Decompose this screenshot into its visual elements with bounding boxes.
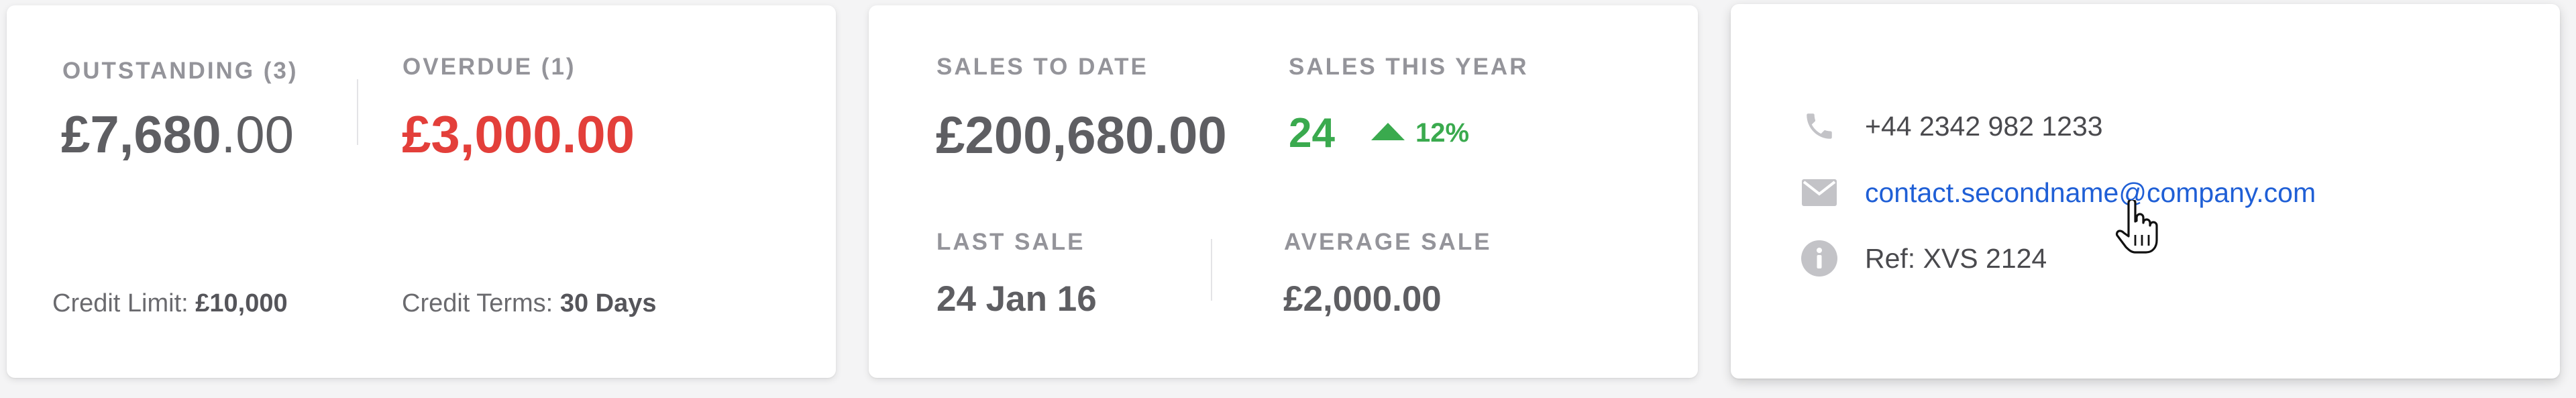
sales-to-date-value: £200,680.00: [936, 105, 1227, 164]
credit-terms-label: Credit Terms:: [402, 289, 553, 317]
average-sale-value: £2,000.00: [1283, 279, 1442, 319]
phone-link[interactable]: +44 2342 982 1233: [1865, 110, 2103, 142]
outstanding-amount-decimals: .00: [221, 105, 294, 164]
overdue-amount: £3,000.00: [402, 105, 635, 164]
average-sale-label: AVERAGE SALE: [1284, 229, 1492, 255]
reference-row: Ref: XVS 2124: [1801, 240, 2047, 277]
phone-icon: [1801, 107, 1838, 145]
sales-this-year-value: 24: [1289, 110, 1335, 156]
credit-limit: Credit Limit: £10,000: [52, 289, 288, 318]
outstanding-label: OUTSTANDING (3): [62, 58, 299, 84]
email-row: contact.secondname@company.com: [1801, 174, 2316, 211]
contact-card: +44 2342 982 1233 contact.secondname@com…: [1731, 4, 2560, 379]
outstanding-amount: £7,680.00: [61, 104, 294, 165]
last-sale-value: 24 Jan 16: [936, 279, 1097, 319]
envelope-icon: [1801, 174, 1838, 211]
credit-terms: Credit Terms: 30 Days: [402, 289, 656, 318]
reference-text: Ref: XVS 2124: [1865, 242, 2047, 274]
credit-limit-value: £10,000: [195, 289, 288, 317]
sales-divider: [1211, 239, 1212, 301]
last-sale-label: LAST SALE: [936, 229, 1085, 255]
summary-divider: [357, 79, 358, 145]
sales-this-year-row: 24 12%: [1289, 109, 1469, 157]
account-summary-card: OUTSTANDING (3) £7,680.00 OVERDUE (1) £3…: [7, 5, 836, 378]
sales-summary-card: SALES TO DATE £200,680.00 SALES THIS YEA…: [869, 5, 1698, 378]
sales-trend-value: 12%: [1415, 118, 1470, 148]
credit-terms-value: 30 Days: [559, 289, 657, 317]
sales-to-date-label: SALES TO DATE: [936, 54, 1148, 80]
outstanding-amount-main: £7,680: [61, 105, 221, 164]
sales-this-year-label: SALES THIS YEAR: [1289, 54, 1529, 80]
triangle-up-icon: [1370, 121, 1406, 145]
hand-cursor-icon: [2115, 198, 2158, 260]
phone-row: +44 2342 982 1233: [1801, 107, 2103, 145]
info-icon: [1801, 240, 1838, 277]
overdue-label: OVERDUE (1): [402, 54, 576, 80]
credit-limit-label: Credit Limit:: [52, 289, 189, 317]
email-link[interactable]: contact.secondname@company.com: [1865, 177, 2316, 208]
